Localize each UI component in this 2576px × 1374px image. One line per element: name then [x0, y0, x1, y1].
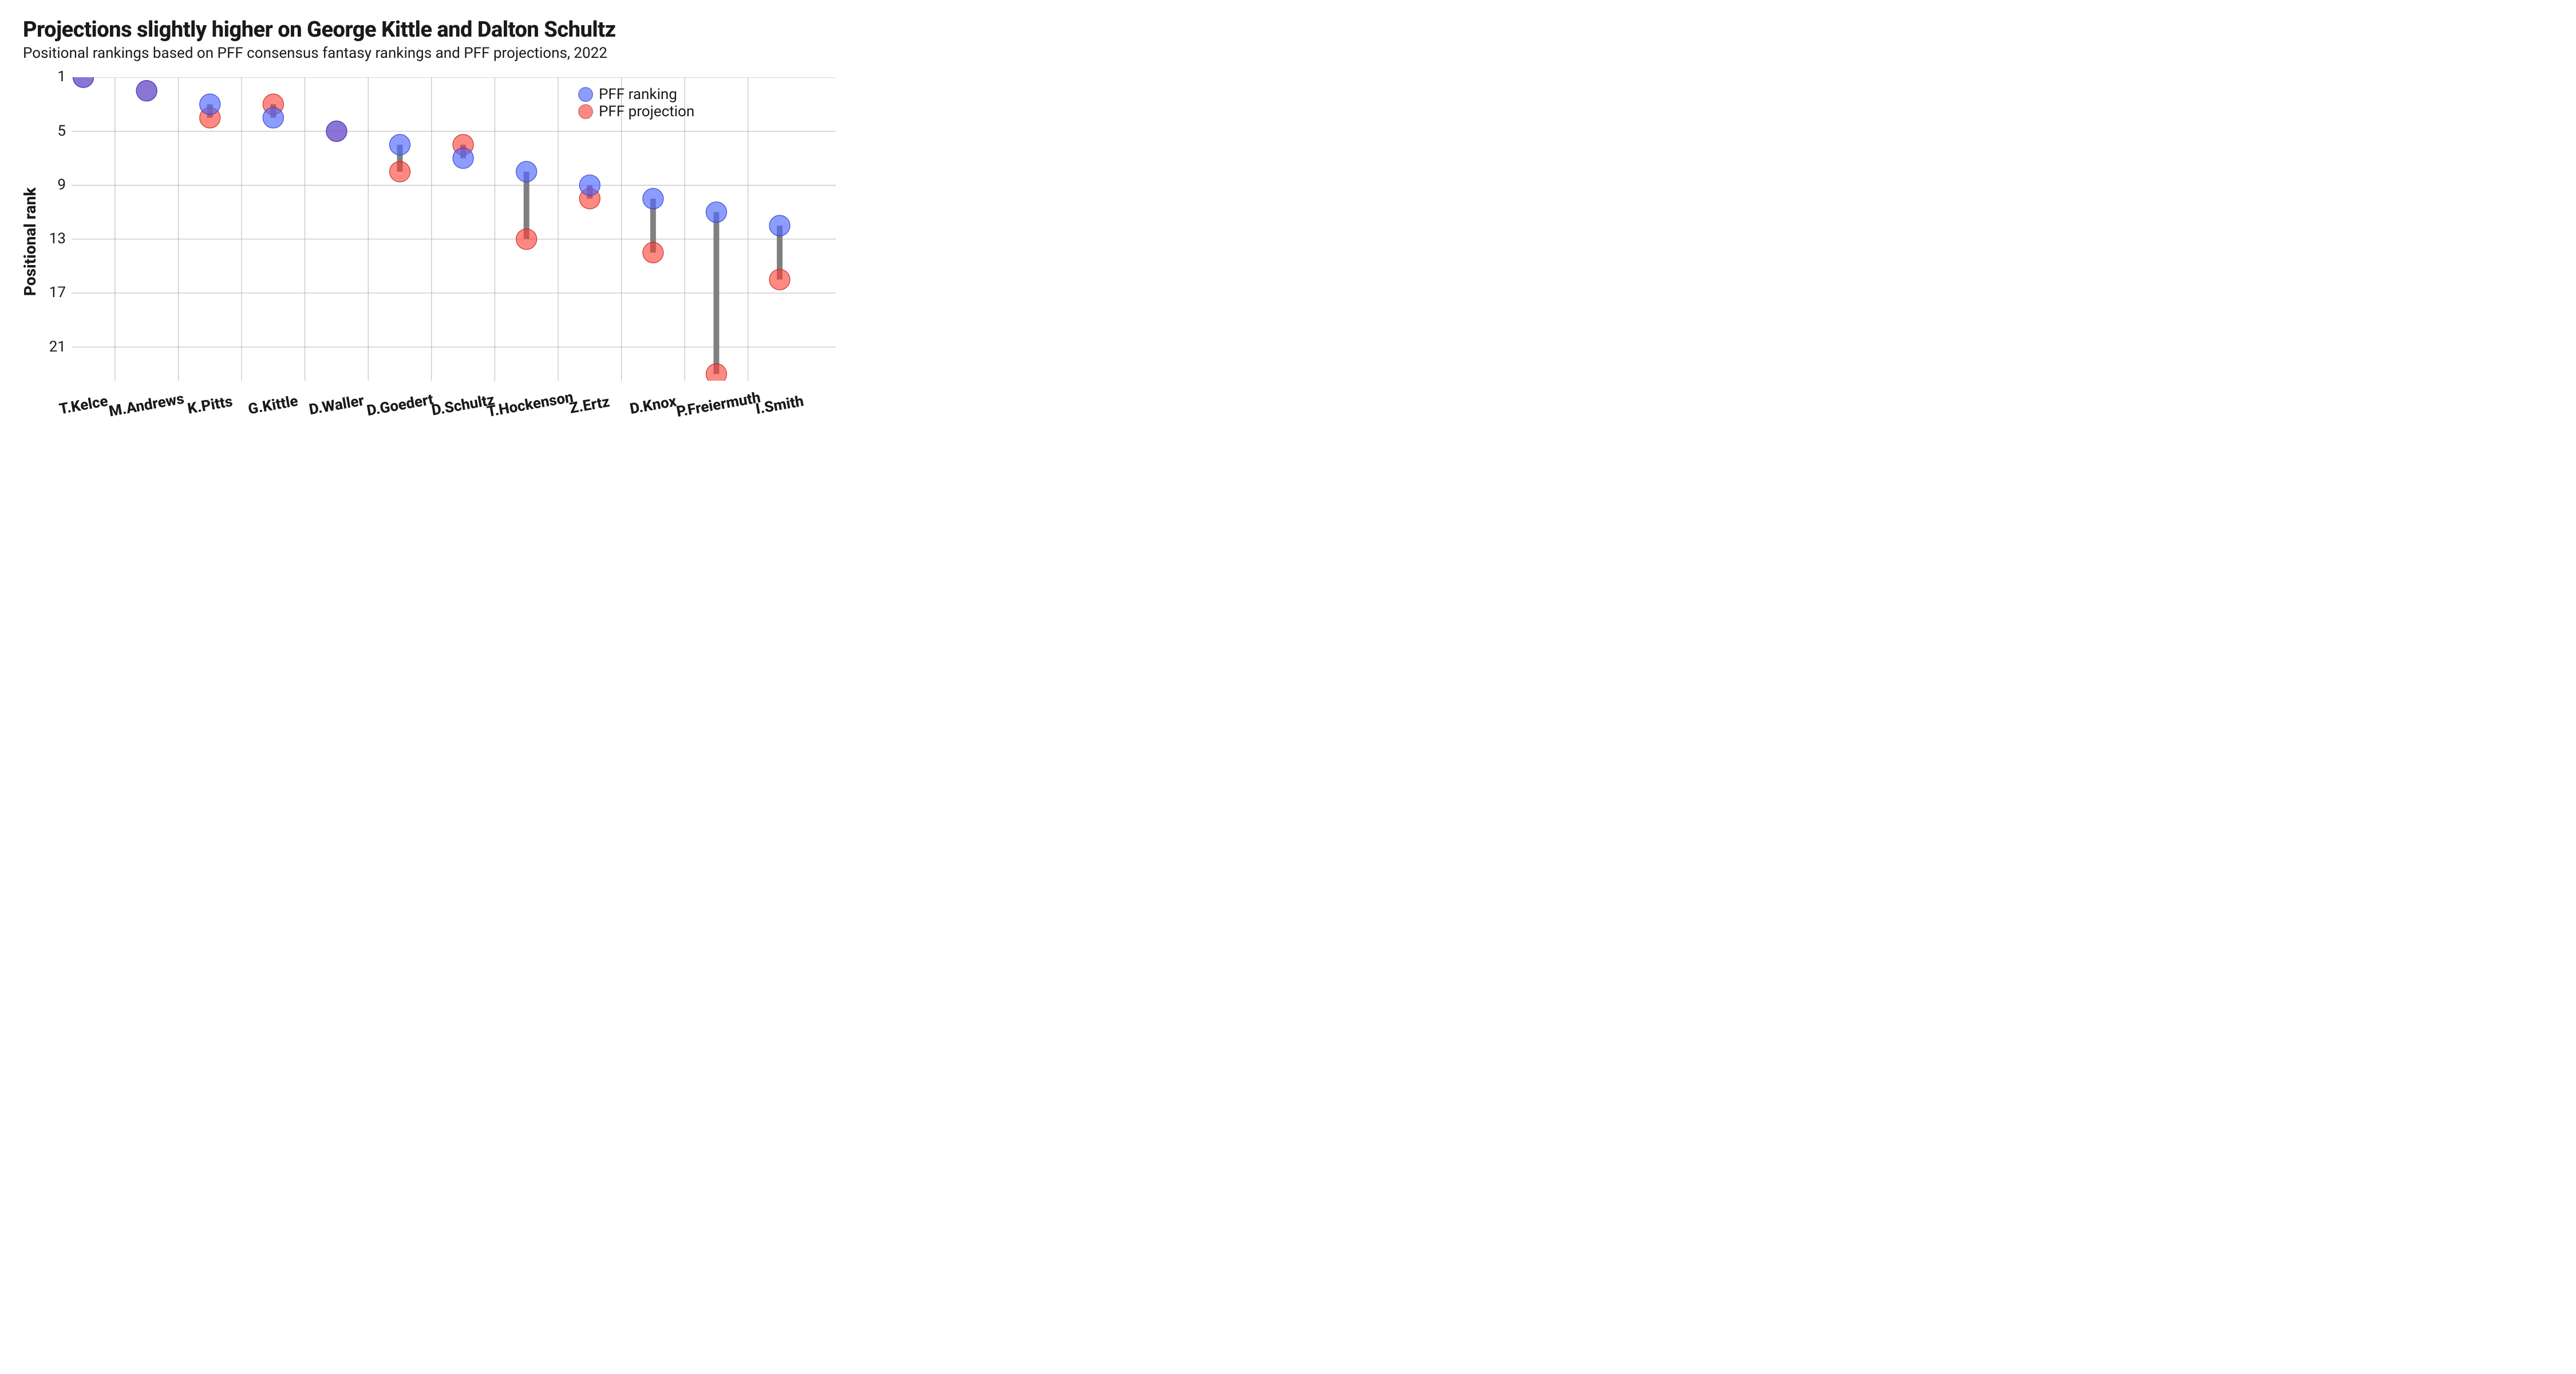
point-ranking	[390, 135, 410, 155]
point-projection	[643, 242, 663, 263]
point-ranking	[200, 94, 220, 114]
point-ranking	[453, 148, 473, 168]
y-tick-label: 17	[40, 284, 66, 301]
y-tick-label: 9	[40, 176, 66, 194]
legend-item-ranking: PFF ranking	[578, 86, 694, 103]
legend-label-projection: PFF projection	[599, 103, 694, 120]
legend-dot-projection	[578, 104, 593, 119]
point-ranking	[516, 161, 537, 182]
point-projection	[706, 364, 726, 381]
legend: PFF ranking PFF projection	[578, 86, 694, 120]
y-tick-label: 13	[40, 230, 66, 247]
y-axis-label: Positional rank	[21, 187, 39, 296]
y-tick-label: 21	[40, 338, 66, 356]
point-ranking	[136, 81, 157, 101]
point-projection	[390, 161, 410, 182]
y-tick-label: 5	[40, 123, 66, 140]
y-tick-label: 1	[40, 68, 66, 85]
legend-label-ranking: PFF ranking	[599, 86, 677, 103]
chart-title: Projections slightly higher on George Ki…	[23, 17, 836, 42]
point-ranking	[326, 121, 347, 141]
point-projection	[516, 229, 537, 250]
point-ranking	[643, 188, 663, 209]
legend-dot-ranking	[578, 87, 593, 102]
chart-container: Projections slightly higher on George Ki…	[0, 0, 859, 458]
point-ranking	[73, 77, 94, 88]
point-ranking	[706, 202, 726, 223]
legend-item-projection: PFF projection	[578, 103, 694, 120]
point-projection	[769, 269, 790, 290]
point-ranking	[263, 108, 283, 128]
chart-subtitle: Positional rankings based on PFF consens…	[23, 45, 836, 62]
plot-area	[72, 77, 836, 381]
point-ranking	[769, 215, 790, 236]
point-ranking	[579, 175, 600, 195]
